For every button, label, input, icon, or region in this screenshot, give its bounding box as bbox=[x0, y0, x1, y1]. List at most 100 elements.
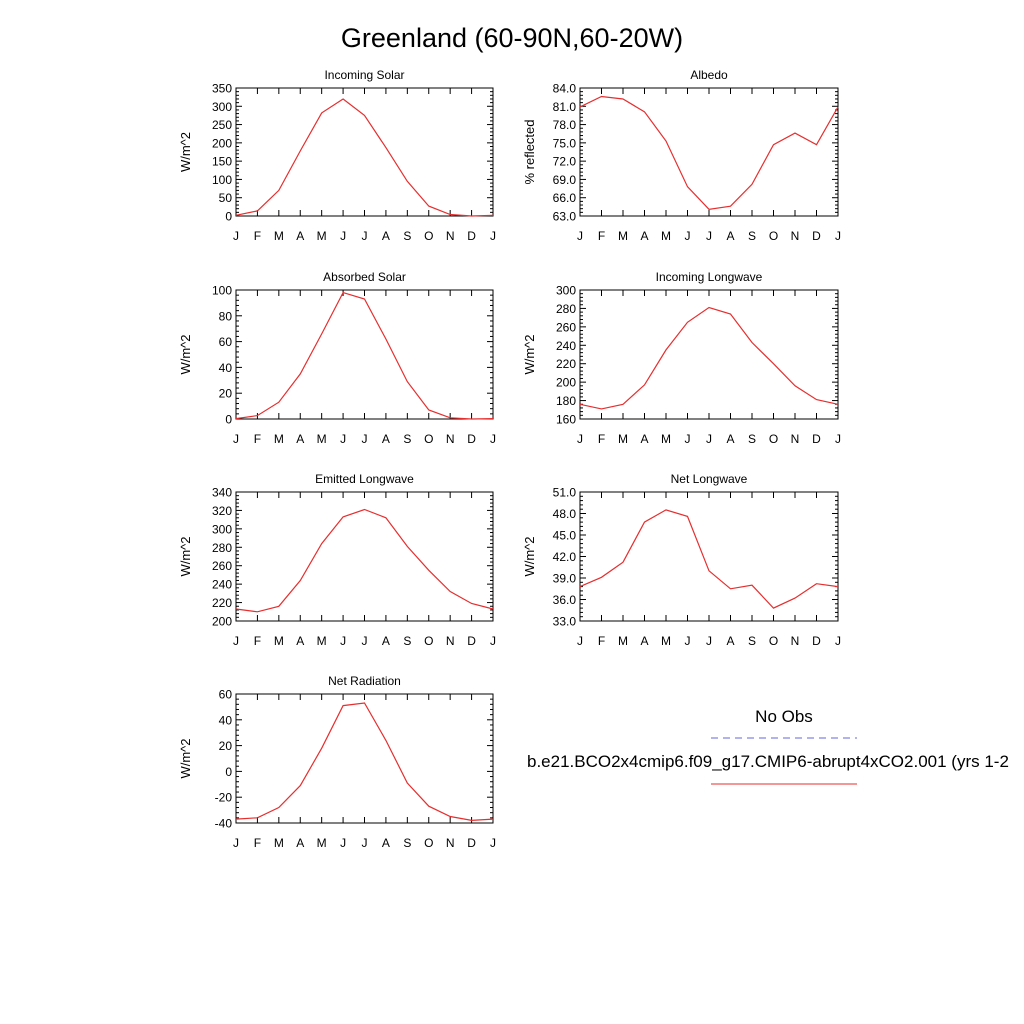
x-tick-label: F bbox=[598, 229, 605, 243]
y-tick-label: 200 bbox=[212, 136, 232, 150]
x-tick-label: J bbox=[340, 634, 346, 648]
y-tick-label: 51.0 bbox=[553, 486, 577, 500]
series-line bbox=[579, 509, 839, 609]
x-tick-label: N bbox=[446, 229, 455, 243]
y-axis-label: W/m^2 bbox=[522, 334, 537, 374]
x-tick-label: N bbox=[446, 432, 455, 446]
y-tick-label: 260 bbox=[212, 559, 232, 573]
y-tick-label: 200 bbox=[556, 376, 576, 390]
x-tick-label: M bbox=[274, 836, 284, 850]
y-tick-label: 45.0 bbox=[553, 529, 577, 543]
x-tick-label: D bbox=[812, 634, 821, 648]
x-tick-label: J bbox=[835, 229, 841, 243]
y-tick-label: 81.0 bbox=[553, 100, 577, 114]
panel-title: Emitted Longwave bbox=[315, 472, 414, 486]
y-tick-label: 220 bbox=[556, 357, 576, 371]
y-tick-label: 300 bbox=[212, 100, 232, 114]
x-tick-label: A bbox=[382, 229, 390, 243]
panel-title: Net Longwave bbox=[671, 472, 748, 486]
x-tick-label: F bbox=[598, 634, 605, 648]
y-tick-label: 20 bbox=[219, 739, 233, 753]
x-tick-label: M bbox=[618, 229, 628, 243]
y-tick-label: -40 bbox=[215, 817, 233, 831]
x-tick-label: M bbox=[317, 229, 327, 243]
series-line bbox=[235, 291, 494, 420]
x-tick-label: M bbox=[661, 229, 671, 243]
x-tick-label: J bbox=[233, 432, 239, 446]
panel-title: Absorbed Solar bbox=[323, 270, 406, 284]
x-tick-label: S bbox=[748, 229, 756, 243]
y-tick-label: 50 bbox=[219, 191, 233, 205]
x-tick-label: A bbox=[382, 836, 390, 850]
y-tick-label: 180 bbox=[556, 394, 576, 408]
x-tick-label: D bbox=[467, 634, 476, 648]
x-tick-label: S bbox=[748, 432, 756, 446]
x-tick-label: M bbox=[274, 432, 284, 446]
x-tick-label: A bbox=[382, 432, 390, 446]
y-tick-label: 66.0 bbox=[553, 191, 577, 205]
y-tick-label: 40 bbox=[219, 361, 233, 375]
y-tick-label: 200 bbox=[212, 615, 232, 629]
x-tick-label: A bbox=[640, 229, 648, 243]
y-tick-label: 84.0 bbox=[553, 82, 577, 96]
x-tick-label: A bbox=[640, 432, 648, 446]
y-tick-label: 0 bbox=[225, 210, 232, 224]
x-tick-label: O bbox=[424, 836, 433, 850]
series-line bbox=[579, 95, 839, 210]
x-tick-label: J bbox=[340, 836, 346, 850]
x-tick-label: F bbox=[254, 836, 261, 850]
x-tick-label: A bbox=[296, 229, 304, 243]
x-tick-label: J bbox=[340, 229, 346, 243]
y-tick-label: 20 bbox=[219, 387, 233, 401]
x-tick-label: F bbox=[598, 432, 605, 446]
x-tick-label: A bbox=[296, 836, 304, 850]
x-tick-label: S bbox=[748, 634, 756, 648]
x-tick-label: A bbox=[640, 634, 648, 648]
x-tick-label: A bbox=[726, 634, 734, 648]
y-tick-label: 42.0 bbox=[553, 550, 577, 564]
x-tick-label: M bbox=[317, 836, 327, 850]
x-tick-label: J bbox=[490, 634, 496, 648]
x-tick-label: J bbox=[706, 229, 712, 243]
x-tick-label: S bbox=[403, 229, 411, 243]
panel-title: Albedo bbox=[690, 68, 728, 82]
x-tick-label: N bbox=[791, 229, 800, 243]
x-tick-label: S bbox=[403, 836, 411, 850]
x-tick-label: J bbox=[362, 432, 368, 446]
y-tick-label: 60 bbox=[219, 335, 233, 349]
x-tick-label: J bbox=[685, 229, 691, 243]
x-tick-label: M bbox=[618, 432, 628, 446]
y-tick-label: 40 bbox=[219, 713, 233, 727]
x-tick-label: F bbox=[254, 229, 261, 243]
x-tick-label: J bbox=[835, 432, 841, 446]
x-tick-label: M bbox=[317, 432, 327, 446]
series-line bbox=[235, 702, 494, 822]
y-tick-label: 240 bbox=[212, 578, 232, 592]
x-tick-label: O bbox=[424, 634, 433, 648]
y-tick-label: 280 bbox=[556, 302, 576, 316]
y-tick-label: 350 bbox=[212, 82, 232, 96]
x-tick-label: J bbox=[233, 836, 239, 850]
x-tick-label: A bbox=[296, 634, 304, 648]
x-tick-label: D bbox=[467, 229, 476, 243]
x-tick-label: J bbox=[577, 634, 583, 648]
x-tick-label: S bbox=[403, 634, 411, 648]
y-tick-label: 220 bbox=[212, 596, 232, 610]
x-tick-label: D bbox=[812, 432, 821, 446]
x-tick-label: O bbox=[769, 634, 778, 648]
y-tick-label: 160 bbox=[556, 413, 576, 427]
x-tick-label: N bbox=[791, 432, 800, 446]
y-tick-label: 39.0 bbox=[553, 572, 577, 586]
x-tick-label: A bbox=[382, 634, 390, 648]
y-tick-label: -20 bbox=[215, 791, 233, 805]
y-tick-label: 80 bbox=[219, 309, 233, 323]
series-line bbox=[235, 508, 494, 613]
figure-title: Greenland (60-90N,60-20W) bbox=[341, 23, 683, 53]
x-tick-label: J bbox=[685, 432, 691, 446]
y-axis-label: W/m^2 bbox=[522, 536, 537, 576]
